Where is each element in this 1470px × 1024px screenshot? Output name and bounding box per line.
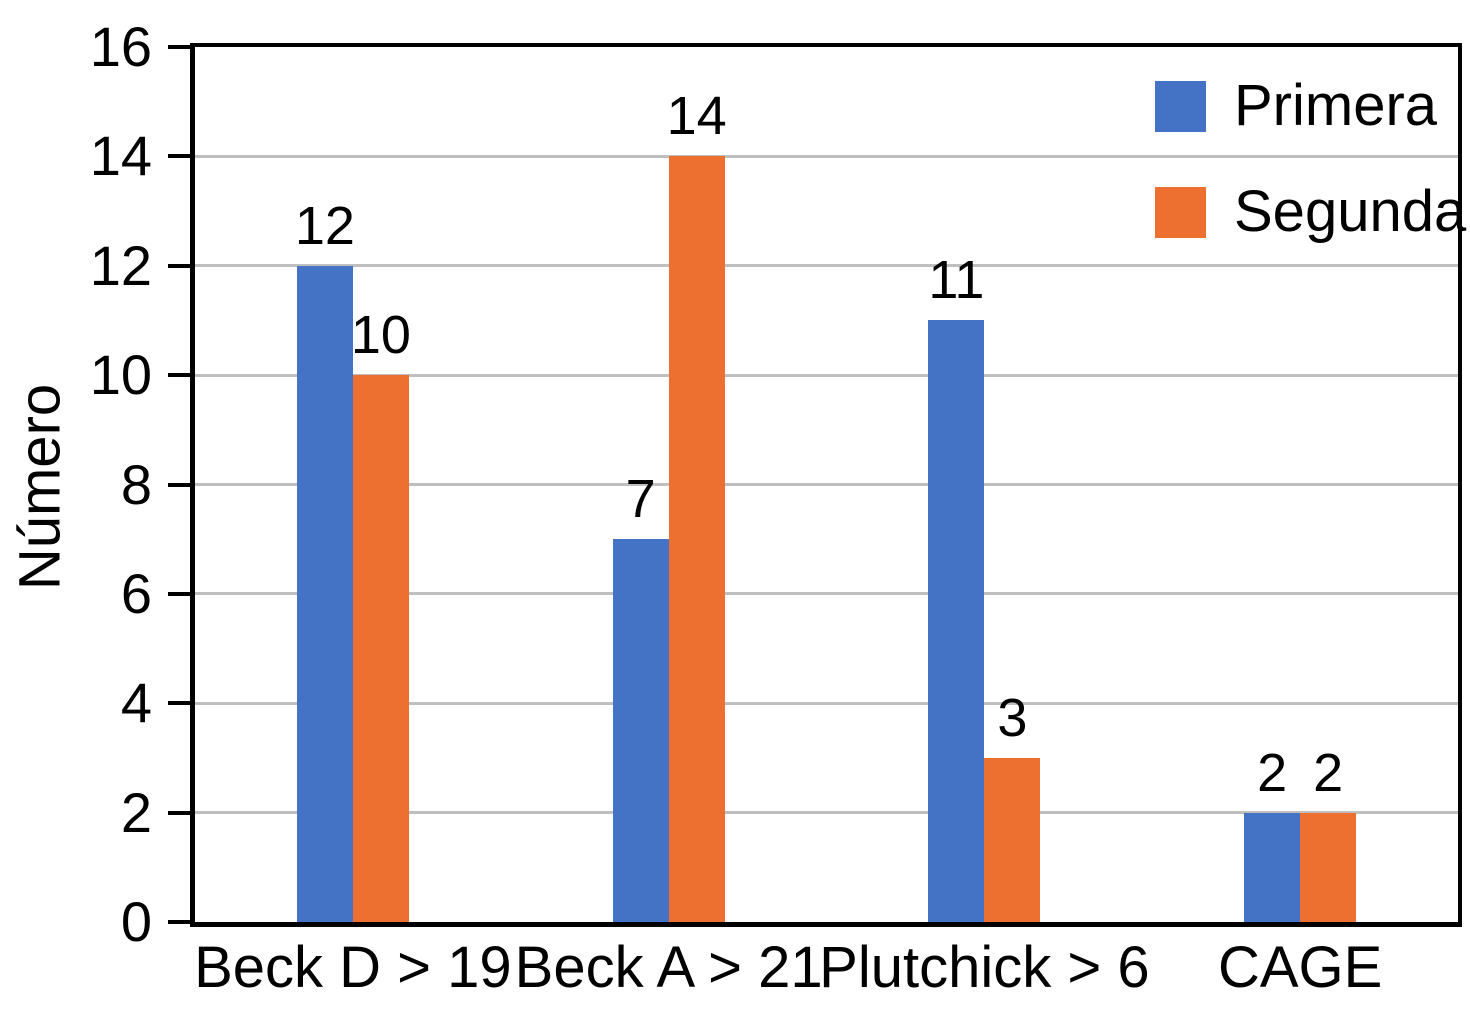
legend: Primera Segunda <box>1155 76 1466 288</box>
y-tick-label: 12 <box>89 233 152 297</box>
bar-value-label: 14 <box>666 86 727 147</box>
bar-value-label: 12 <box>294 195 355 256</box>
gridline <box>195 264 1458 268</box>
bar-value-label: 2 <box>1313 742 1344 803</box>
x-category-label: Plutchick > 6 <box>819 935 1150 1000</box>
legend-label: Segunda <box>1234 179 1467 244</box>
bar-value-label: 2 <box>1257 742 1288 803</box>
bar-value-label: 7 <box>625 469 656 530</box>
legend-entry: Primera <box>1155 76 1466 136</box>
y-tick-label: 8 <box>120 452 152 516</box>
bar-value-label: 10 <box>350 305 411 366</box>
y-tick-mark <box>168 373 195 378</box>
y-tick-label: 2 <box>120 780 152 844</box>
gridline <box>195 154 1458 158</box>
gridline <box>195 373 1458 377</box>
gridline <box>195 811 1458 815</box>
bar-primera <box>928 320 985 922</box>
y-tick-label: 6 <box>120 561 152 625</box>
legend-swatch-primera <box>1155 80 1206 132</box>
y-tick-mark <box>168 45 195 49</box>
legend-label: Primera <box>1234 73 1438 138</box>
bar-primera <box>1244 812 1301 922</box>
bar-value-label: 11 <box>928 250 985 311</box>
gridline <box>195 701 1458 705</box>
bar-value-label: 3 <box>997 687 1028 748</box>
y-tick-mark <box>168 701 195 706</box>
bar-segunda <box>1300 812 1357 922</box>
y-tick-mark <box>168 810 195 815</box>
legend-entry: Segunda <box>1155 182 1466 242</box>
y-tick-mark <box>168 154 195 159</box>
gridline <box>195 483 1458 486</box>
y-tick-label: 14 <box>89 124 152 188</box>
x-category-label: Beck D > 19 <box>194 935 512 1000</box>
y-tick-label: 16 <box>89 15 152 78</box>
y-tick-mark <box>168 591 195 596</box>
bar-segunda <box>668 156 725 922</box>
legend-swatch-segunda <box>1155 186 1206 238</box>
bar-segunda <box>984 757 1041 922</box>
y-tick-mark <box>168 263 195 268</box>
y-tick-label: 10 <box>89 343 152 407</box>
bar-segunda <box>352 375 409 922</box>
gridline <box>195 592 1458 596</box>
plot-area: 12 10 7 14 11 3 2 2 <box>190 43 1462 927</box>
y-tick-mark <box>168 920 195 924</box>
bar-primera <box>612 539 669 922</box>
bar-primera <box>296 265 353 922</box>
x-category-label: Beck A > 21 <box>514 935 823 1000</box>
y-tick-label: 4 <box>120 671 152 735</box>
y-tick-label: 0 <box>120 890 152 953</box>
x-category-label: CAGE <box>1217 935 1383 1000</box>
y-tick-mark <box>168 482 195 487</box>
